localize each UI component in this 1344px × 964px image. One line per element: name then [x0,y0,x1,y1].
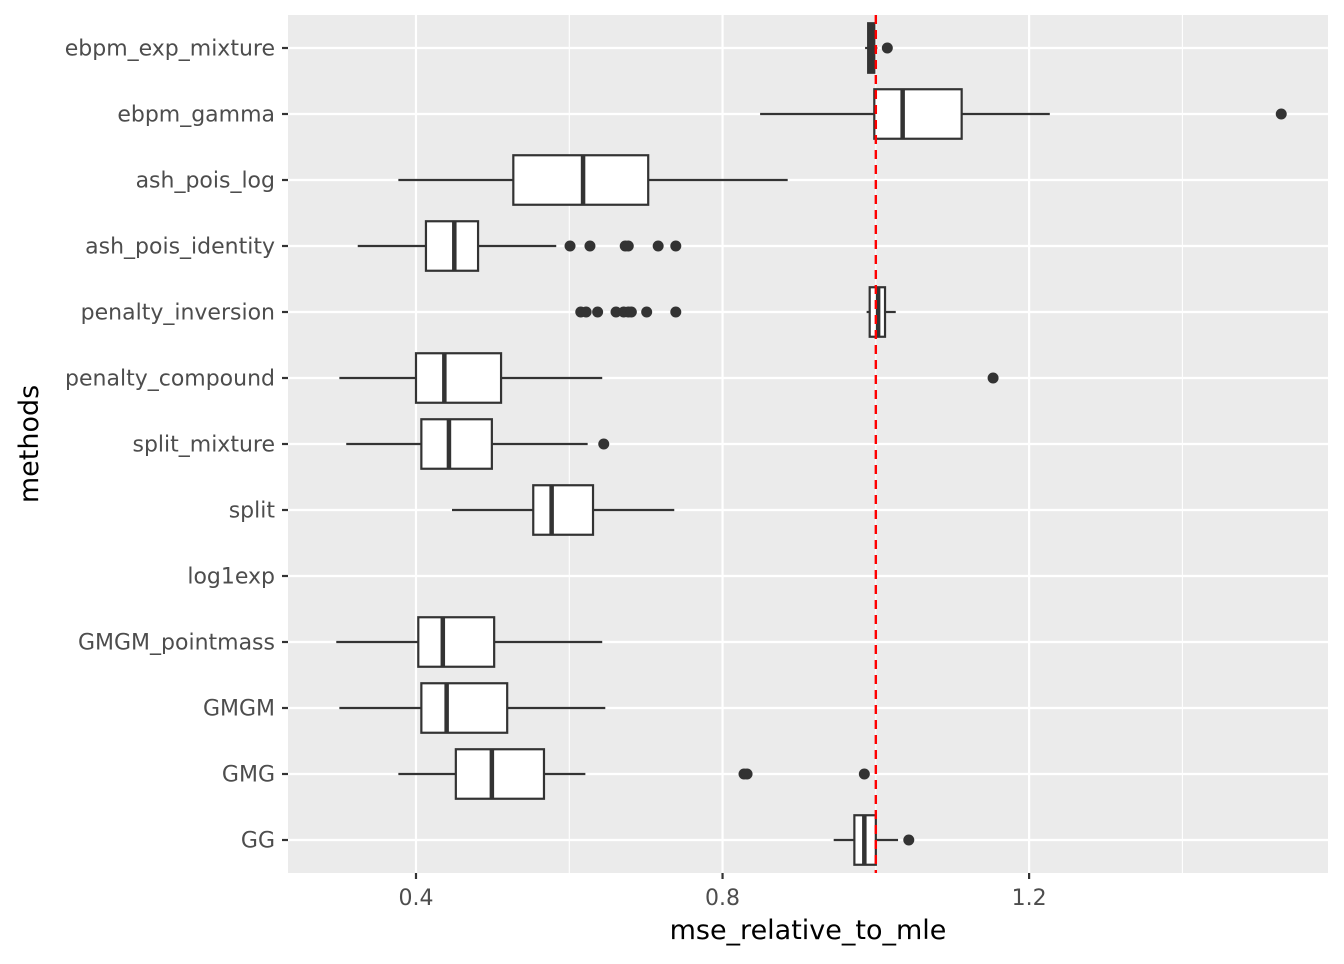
outlier-point [670,306,682,318]
y-tick-label: GG [241,829,275,854]
y-tick-label: penalty_compound [65,367,275,392]
box-penalty_compound [414,352,503,404]
outlier-point [903,834,915,846]
box-GMG [454,748,546,800]
y-tick-label: split [229,499,276,524]
outlier-point [625,306,637,318]
x-tick-label: 1.2 [1012,886,1047,911]
y-axis-title: methods [14,385,45,503]
outlier-point [580,306,592,318]
x-axis-title: mse_relative_to_mle [670,915,947,946]
y-tick-label: ash_pois_identity [85,235,275,260]
outlier-point [592,306,604,318]
box-ash_pois_identity [424,220,480,272]
outlier-point [652,240,664,252]
box-GMGM_pointmass [417,616,496,668]
y-tick-label: penalty_inversion [81,301,275,326]
outlier-point [622,240,634,252]
y-tick-label: GMGM [203,697,275,722]
y-tick-label: ebpm_exp_mixture [65,37,275,62]
outlier-point [641,306,653,318]
y-tick-label: GMG [222,763,275,788]
y-tick-label: log1exp [187,565,275,590]
outlier-point [584,240,596,252]
outlier-point [610,306,622,318]
y-tick-label: ash_pois_log [136,169,275,194]
outlier-point [564,240,576,252]
x-tick-label: 0.8 [705,886,740,911]
outlier-point [670,240,682,252]
box-ash_pois_log [512,154,650,206]
outlier-point [598,438,610,450]
outlier-point [881,42,893,54]
box-split [532,484,595,536]
x-tick-label: 0.4 [398,886,433,911]
y-tick-label: GMGM_pointmass [78,631,275,656]
y-tick-label: ebpm_gamma [117,103,275,128]
box-GMGM [420,682,509,734]
outlier-point [1275,108,1287,120]
outlier-point [741,768,753,780]
box-split_mixture [420,418,493,470]
outlier-point [987,372,999,384]
outlier-point [858,768,870,780]
box-ebpm_gamma [873,88,963,140]
y-tick-label: split_mixture [132,433,275,458]
